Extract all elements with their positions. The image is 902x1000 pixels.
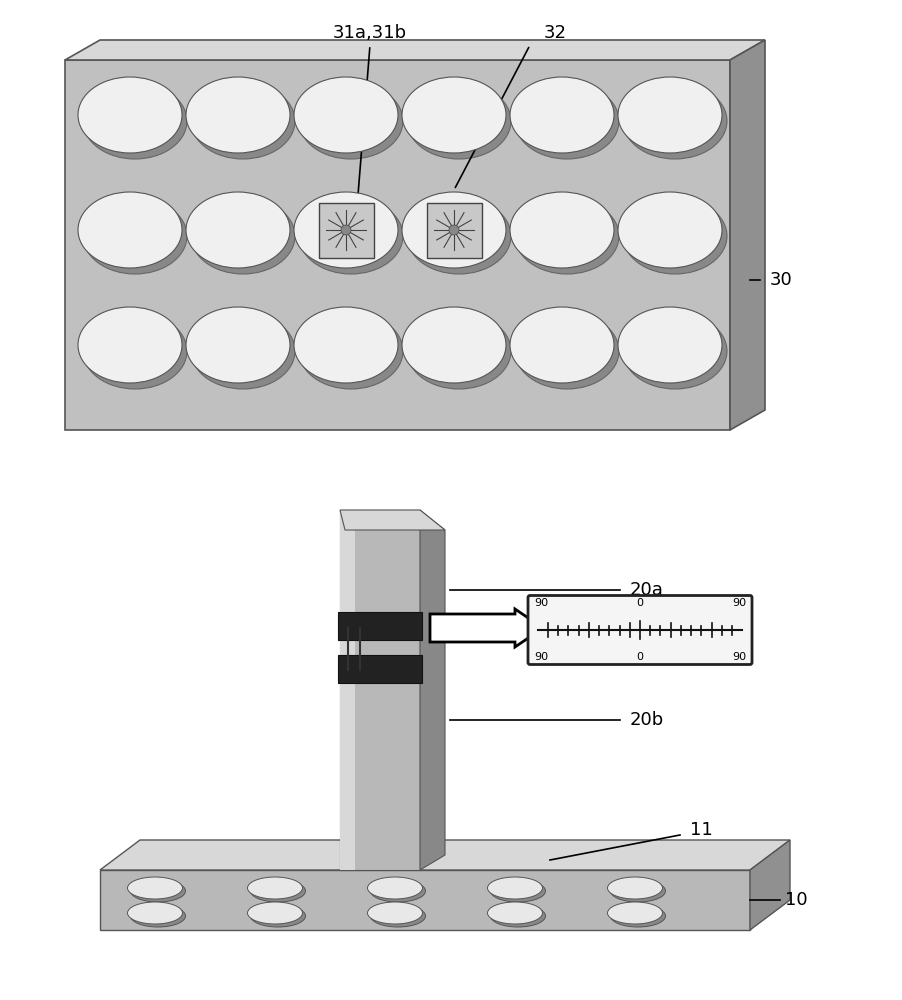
Ellipse shape <box>402 307 506 383</box>
FancyBboxPatch shape <box>528 595 752 664</box>
Text: 90: 90 <box>534 652 548 662</box>
Ellipse shape <box>367 902 422 924</box>
Ellipse shape <box>407 313 511 389</box>
Polygon shape <box>65 40 765 60</box>
Ellipse shape <box>131 905 186 927</box>
Ellipse shape <box>611 905 666 927</box>
Ellipse shape <box>371 905 426 927</box>
Ellipse shape <box>510 77 614 153</box>
Ellipse shape <box>402 192 506 268</box>
Ellipse shape <box>294 192 398 268</box>
Polygon shape <box>750 840 790 930</box>
Ellipse shape <box>247 877 302 899</box>
Polygon shape <box>340 510 355 870</box>
Ellipse shape <box>402 77 506 153</box>
Ellipse shape <box>294 77 398 153</box>
Ellipse shape <box>191 83 295 159</box>
Ellipse shape <box>407 198 511 274</box>
Ellipse shape <box>515 198 619 274</box>
Ellipse shape <box>299 83 403 159</box>
Text: 0: 0 <box>637 598 643 608</box>
Ellipse shape <box>449 225 459 235</box>
Polygon shape <box>427 202 482 257</box>
Polygon shape <box>65 60 730 430</box>
Ellipse shape <box>407 83 511 159</box>
Ellipse shape <box>341 225 351 235</box>
Ellipse shape <box>186 77 290 153</box>
Ellipse shape <box>127 877 182 899</box>
Polygon shape <box>100 870 750 930</box>
Polygon shape <box>318 202 373 257</box>
Text: 90: 90 <box>732 652 746 662</box>
Ellipse shape <box>191 198 295 274</box>
Ellipse shape <box>623 198 727 274</box>
Ellipse shape <box>78 77 182 153</box>
Text: 20b: 20b <box>630 711 664 729</box>
Ellipse shape <box>186 307 290 383</box>
Polygon shape <box>338 655 422 683</box>
Ellipse shape <box>510 192 614 268</box>
Ellipse shape <box>191 313 295 389</box>
Ellipse shape <box>618 307 722 383</box>
Ellipse shape <box>487 877 542 899</box>
Ellipse shape <box>367 877 422 899</box>
Text: 31a,31b: 31a,31b <box>333 24 407 42</box>
Ellipse shape <box>371 880 426 902</box>
Ellipse shape <box>618 192 722 268</box>
Text: 90: 90 <box>732 598 746 608</box>
Ellipse shape <box>83 83 187 159</box>
Text: 10: 10 <box>785 891 807 909</box>
Ellipse shape <box>491 905 546 927</box>
Ellipse shape <box>251 880 306 902</box>
Ellipse shape <box>78 192 182 268</box>
Ellipse shape <box>608 902 662 924</box>
Text: 30: 30 <box>770 271 793 289</box>
Ellipse shape <box>510 307 614 383</box>
Ellipse shape <box>608 877 662 899</box>
Text: 90: 90 <box>534 598 548 608</box>
Text: 11: 11 <box>690 821 713 839</box>
Ellipse shape <box>247 902 302 924</box>
Polygon shape <box>730 40 765 430</box>
Polygon shape <box>420 510 445 870</box>
Ellipse shape <box>623 313 727 389</box>
Ellipse shape <box>78 307 182 383</box>
Ellipse shape <box>186 192 290 268</box>
Polygon shape <box>340 510 445 530</box>
Ellipse shape <box>83 198 187 274</box>
Ellipse shape <box>127 902 182 924</box>
Ellipse shape <box>251 905 306 927</box>
FancyArrow shape <box>430 609 543 647</box>
Ellipse shape <box>294 307 398 383</box>
Polygon shape <box>338 612 422 640</box>
Text: 0: 0 <box>637 652 643 662</box>
Ellipse shape <box>623 83 727 159</box>
Ellipse shape <box>515 83 619 159</box>
Ellipse shape <box>299 198 403 274</box>
Ellipse shape <box>83 313 187 389</box>
Ellipse shape <box>515 313 619 389</box>
Ellipse shape <box>618 77 722 153</box>
Ellipse shape <box>611 880 666 902</box>
Ellipse shape <box>299 313 403 389</box>
Polygon shape <box>100 840 790 870</box>
Ellipse shape <box>491 880 546 902</box>
Text: 20a: 20a <box>630 581 664 599</box>
Ellipse shape <box>487 902 542 924</box>
Polygon shape <box>340 510 420 870</box>
Ellipse shape <box>131 880 186 902</box>
Text: 32: 32 <box>544 24 566 42</box>
